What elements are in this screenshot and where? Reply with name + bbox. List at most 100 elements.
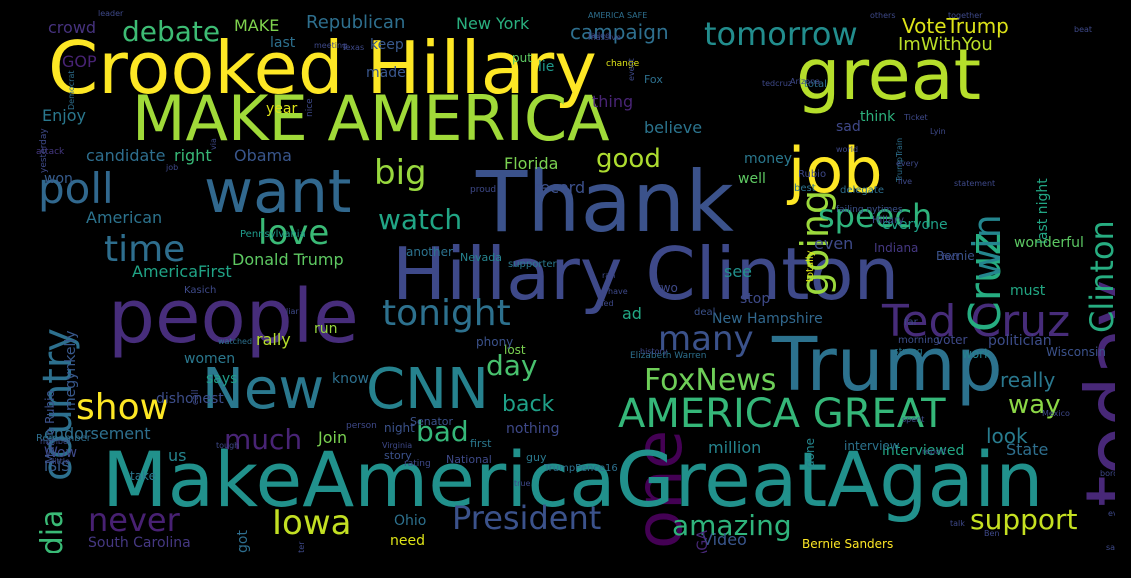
word-indiana: Indiana — [874, 241, 919, 255]
word-ohio: Ohio — [394, 513, 427, 529]
word-ad: ad — [622, 304, 642, 323]
word-job: job — [166, 163, 179, 172]
word-morning: morning — [898, 335, 940, 346]
word-america-great: AMERICA GREAT — [618, 391, 946, 437]
word-really: really — [1000, 368, 1056, 392]
word-amazing: amazing — [672, 509, 792, 542]
word-tough: tough — [216, 441, 240, 450]
word-pennsylvania: Pennsylvania — [240, 229, 306, 240]
word-job: job — [788, 134, 883, 207]
word-change: change — [606, 59, 640, 69]
word-ben: Ben — [984, 529, 1000, 538]
word-first: first — [470, 437, 492, 450]
word-live: live — [898, 177, 913, 186]
word-south-carolina: South Carolina — [88, 535, 191, 551]
word-report: report — [922, 447, 947, 456]
word-strong: strong — [894, 347, 923, 357]
word-watch: watch — [378, 203, 463, 236]
word-money: money — [744, 151, 792, 167]
word-have: have — [608, 287, 628, 296]
word-leader: leader — [98, 10, 124, 18]
word-watched: watched — [218, 337, 253, 346]
word-ran: ran — [602, 271, 616, 280]
word-event: event — [627, 58, 636, 81]
word-wisconsin: Wisconsin — [1046, 345, 1106, 359]
word-republican: Republican — [306, 12, 406, 33]
word-person: person — [346, 421, 377, 431]
word-us: us — [168, 446, 187, 465]
word-run: run — [314, 321, 338, 337]
word-fox: Fox — [644, 73, 663, 86]
word-fact: fact — [942, 253, 960, 263]
word-people: people — [108, 274, 359, 360]
word-time: time — [104, 229, 186, 270]
word-dishonest: dishonest — [156, 391, 224, 407]
word-ticket: Ticket — [904, 113, 928, 122]
word-big: big — [374, 153, 427, 193]
word-senator: Senator — [410, 415, 454, 428]
word-won: won — [44, 171, 73, 187]
word-world: world — [836, 145, 859, 154]
word-every: every — [896, 159, 919, 168]
word-says: says — [206, 371, 238, 387]
word-put: put — [512, 51, 532, 65]
word-women: women — [184, 351, 236, 367]
word-texas: Texas — [342, 43, 365, 52]
word-clinton: Clinton — [1083, 220, 1115, 333]
word-bad: bad — [416, 415, 469, 448]
word-record: record — [534, 178, 586, 197]
word-talk: talk — [950, 519, 965, 528]
word-totally: totally — [805, 250, 816, 282]
word-million: million — [708, 438, 762, 457]
word-obama: Obama — [234, 146, 292, 165]
word-tomorrow: tomorrow — [704, 15, 858, 53]
word-votetrump: VoteTrump — [902, 14, 1009, 38]
word-everyone: everyone — [882, 217, 948, 233]
word-cloud: Crooked Hillary great MAKE AMERICA Thank job… — [36, 10, 1115, 553]
word-arizona: Arizona — [790, 77, 821, 86]
word-ted: Ted — [600, 299, 614, 308]
word-sad: sad — [836, 119, 861, 135]
word-debate: debate — [122, 15, 221, 48]
word-work: work — [962, 347, 992, 361]
word-make-america: MAKE AMERICA — [132, 82, 610, 155]
word-support: support — [970, 503, 1078, 536]
word-marco-rubio: Marco Rubio — [43, 390, 57, 464]
word-thank: Thank — [476, 153, 734, 251]
word-even: even — [814, 234, 854, 253]
word-rubio: Rubio — [798, 169, 827, 180]
word-massive: massive — [588, 33, 621, 42]
word-candidate: candidate — [86, 146, 166, 165]
word-video: Video — [702, 530, 747, 549]
word-keep: keep — [370, 37, 404, 53]
word-isis: ISIS — [44, 459, 71, 475]
word-evening: evening — [1108, 509, 1115, 518]
word-win: win — [965, 214, 1009, 280]
word-kasich: Kasich — [184, 285, 217, 296]
word-failed: failed — [588, 31, 611, 40]
word-national: National — [446, 453, 492, 466]
word-foxnews: FoxNews — [644, 363, 777, 398]
word-poll: poll — [38, 164, 114, 213]
word-state: State — [1006, 440, 1049, 459]
word-remember: Remember — [36, 433, 91, 444]
word-enjoy: Enjoy — [42, 106, 86, 125]
word-new-york: New York — [456, 14, 530, 33]
word-others: others — [870, 11, 896, 20]
word-iowa: Iowa — [272, 503, 352, 543]
word-year: year — [266, 101, 298, 117]
word-back: back — [502, 392, 555, 417]
word-take: take — [130, 469, 156, 483]
word-last: last — [270, 35, 296, 51]
word-look: look — [986, 424, 1028, 448]
word-hillary: Hillary — [872, 215, 905, 226]
word-lost: lost — [504, 343, 526, 357]
word-yesterday: yesterday — [39, 128, 49, 173]
word-donald-trump: Donald Trump — [232, 250, 344, 269]
word-deal: deal — [694, 307, 716, 318]
word-right: right — [174, 146, 212, 165]
word-show: show — [76, 387, 170, 428]
word-rally: rally — [256, 330, 291, 349]
word-imwithyou: ImWithYou — [898, 34, 993, 55]
word-made: made — [366, 65, 406, 81]
